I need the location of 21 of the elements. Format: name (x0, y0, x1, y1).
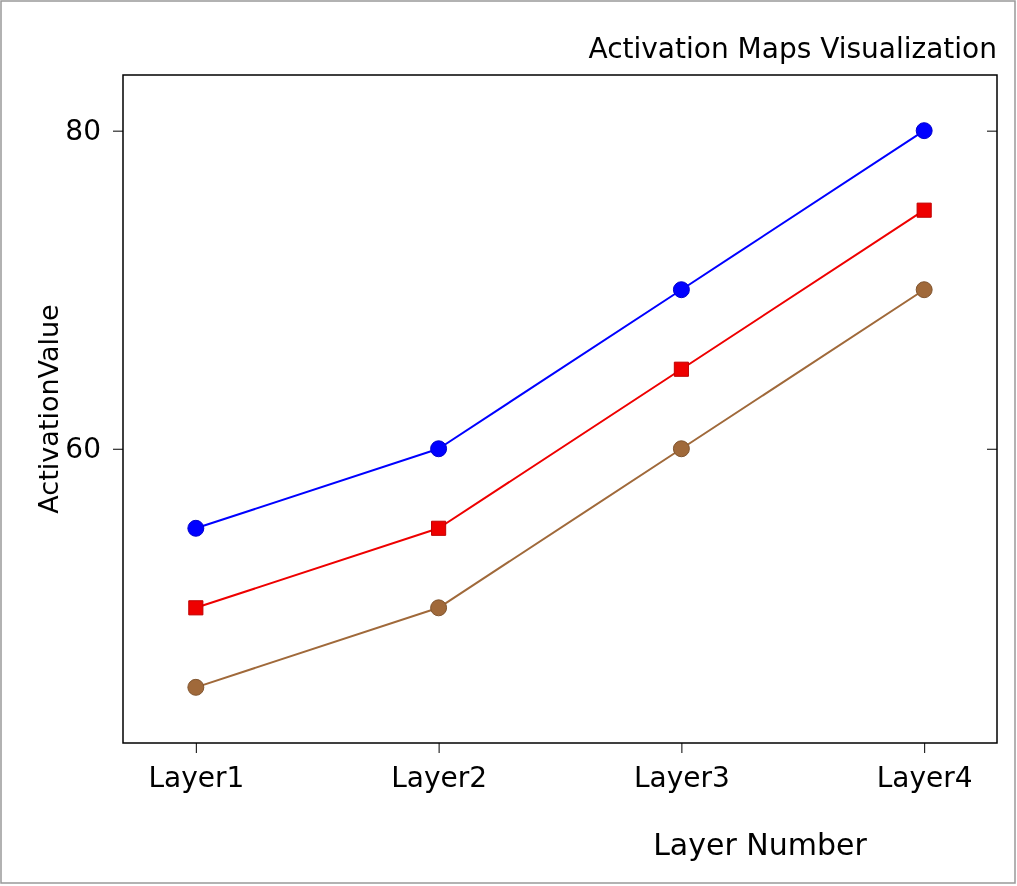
point (188, 600, 204, 616)
x-tick-label: Layer2 (391, 760, 488, 794)
point (915, 281, 933, 299)
point (672, 440, 690, 458)
y-axis-title: ActivationValue (33, 304, 64, 514)
point (672, 281, 690, 299)
point (430, 599, 448, 617)
x-tick-label: Layer1 (148, 760, 245, 794)
x-axis-title: Layer Number (653, 827, 868, 862)
point (916, 202, 932, 218)
point (673, 361, 689, 377)
point (187, 678, 205, 696)
x-tick-label: Layer3 (633, 760, 730, 794)
x-tick-label: Layer4 (876, 760, 973, 794)
point (915, 122, 933, 140)
point (430, 440, 448, 458)
point (431, 520, 447, 536)
y-tick-label: 60 (65, 432, 101, 466)
y-tick-label: 80 (65, 114, 101, 148)
point (187, 519, 205, 537)
chart-title: Activation Maps Visualization (588, 32, 997, 65)
